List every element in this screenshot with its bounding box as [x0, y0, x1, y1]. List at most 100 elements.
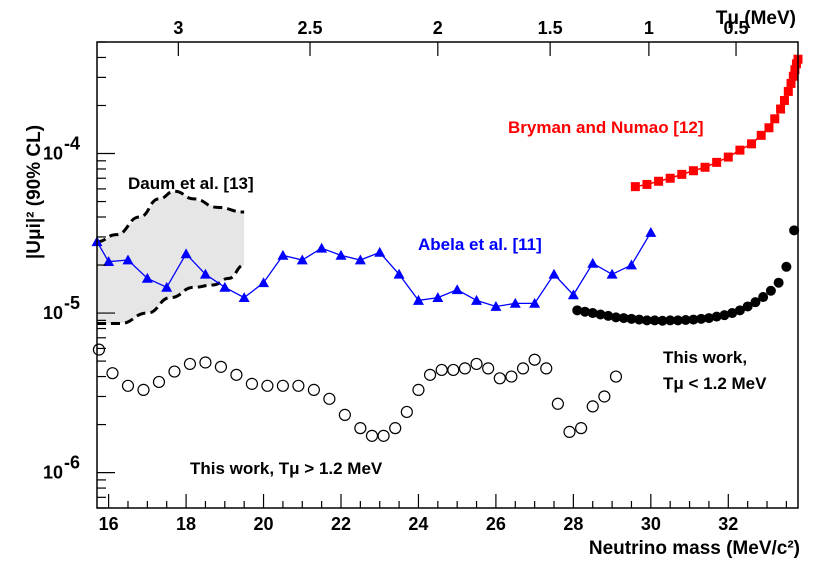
this-work-high-point — [92, 343, 106, 356]
this-work-high-point — [377, 429, 390, 442]
this-work-low-point — [750, 297, 761, 308]
y-tick-exponent: -5 — [64, 293, 80, 313]
annotation-daum: Daum et al. [13] — [128, 174, 254, 193]
this-work-high-point — [245, 377, 259, 390]
this-work-high-point — [551, 397, 564, 410]
this-work-high-point — [493, 372, 506, 385]
this-work-low-point — [680, 314, 691, 325]
bryman-point — [783, 86, 793, 96]
this-work-high-point — [338, 408, 351, 421]
abela-point — [432, 292, 444, 302]
this-work-low-point — [719, 310, 730, 321]
this-work-high-point — [586, 400, 599, 413]
y-tick-label: 10 — [43, 144, 63, 164]
top-tick-label: 1 — [644, 18, 654, 38]
this-work-low-point — [641, 315, 652, 326]
this-work-high-point — [563, 425, 576, 438]
abela-point — [277, 249, 289, 260]
this-work-high-point — [365, 429, 379, 442]
abela-point — [393, 268, 405, 279]
this-work-high-point — [447, 363, 460, 377]
abela-point — [471, 294, 483, 305]
abela-point — [141, 272, 153, 283]
this-work-high-point — [609, 370, 623, 383]
this-work-low-point — [587, 308, 598, 319]
abela-point — [296, 254, 308, 265]
this-work-high-point — [482, 362, 495, 375]
abela-point — [412, 294, 424, 305]
abela-point — [645, 226, 657, 237]
abela-point — [374, 246, 386, 257]
y-axis-title: |Uμi|² (90% CL) — [24, 125, 45, 259]
daum-band-upper — [96, 189, 245, 244]
this-work-low-point — [665, 315, 676, 326]
bryman-point — [688, 166, 698, 176]
this-work-low-point — [734, 305, 745, 316]
this-work-low-point — [618, 313, 629, 324]
annotation-bryman: Bryman and Numao [12] — [508, 118, 704, 137]
this-work-high-point — [354, 422, 367, 435]
bryman-point — [756, 130, 766, 140]
this-work-high-point — [121, 379, 135, 392]
bryman-point — [791, 59, 801, 69]
axis-layer: 16 18 20 22 24 26 28 30 323 2.5 2 1.5 1 0.510-610-510… — [43, 18, 787, 534]
this-work-low-point — [610, 312, 621, 323]
x-tick-label: 20 — [254, 514, 274, 534]
this-work-high-point — [183, 357, 197, 371]
abela-point — [548, 268, 560, 279]
annotation-abela: Abela et al. [11] — [418, 235, 542, 254]
bryman-point — [700, 162, 710, 172]
annotation-this-work-high: This work, Tμ > 1.2 MeV — [190, 459, 383, 478]
x-tick-label: 16 — [99, 514, 119, 534]
this-work-low-point — [657, 315, 668, 326]
this-work-high-point — [400, 405, 413, 419]
this-work-high-point — [261, 379, 274, 392]
this-work-high-point — [575, 422, 588, 435]
this-work-low-point — [789, 225, 800, 236]
abela-point — [180, 248, 192, 259]
bryman-point — [776, 104, 786, 114]
this-work-low-point — [773, 277, 784, 288]
this-work-high-point — [106, 367, 119, 380]
this-work-high-point — [137, 383, 150, 396]
this-work-low-point — [649, 315, 660, 326]
bryman-point — [786, 78, 796, 88]
abela-point — [567, 289, 579, 300]
abela-point — [354, 254, 366, 265]
abela-point — [490, 300, 502, 311]
this-work-high-point — [307, 383, 320, 396]
this-work-low-point — [595, 309, 606, 320]
this-work-low-point — [572, 305, 583, 316]
x-tick-label: 32 — [718, 514, 738, 534]
this-work-low-point — [626, 313, 637, 324]
top-tick-label: 3 — [173, 18, 183, 38]
top-tick-label: 1.5 — [538, 18, 563, 38]
bryman-point — [654, 176, 664, 186]
abela-point — [529, 297, 541, 308]
bryman-point — [712, 157, 722, 167]
this-work-high-point — [323, 392, 336, 405]
this-work-high-point — [199, 356, 212, 369]
this-work-low-point — [703, 313, 714, 324]
daum-band-lower — [97, 263, 245, 326]
x-tick-label: 22 — [331, 514, 351, 534]
this-work-low-point — [781, 261, 792, 272]
this-work-low-point — [672, 315, 683, 326]
this-work-high-point — [230, 368, 243, 381]
bryman-point — [723, 152, 733, 162]
this-work-high-point — [516, 362, 530, 375]
abela-point — [335, 249, 347, 260]
abela-point — [587, 257, 599, 268]
bryman-point — [770, 114, 780, 124]
bryman-point — [790, 65, 800, 75]
abela-point — [199, 268, 211, 279]
y-tick-label: 10 — [43, 303, 63, 323]
top-tick-label: 0.5 — [724, 18, 749, 38]
this-work-low-point — [727, 308, 738, 319]
this-work-high-point — [528, 353, 541, 366]
this-work-low-point — [696, 313, 707, 324]
this-work-high-point — [276, 379, 290, 392]
abela-point — [606, 268, 618, 279]
bryman-point — [677, 169, 687, 179]
